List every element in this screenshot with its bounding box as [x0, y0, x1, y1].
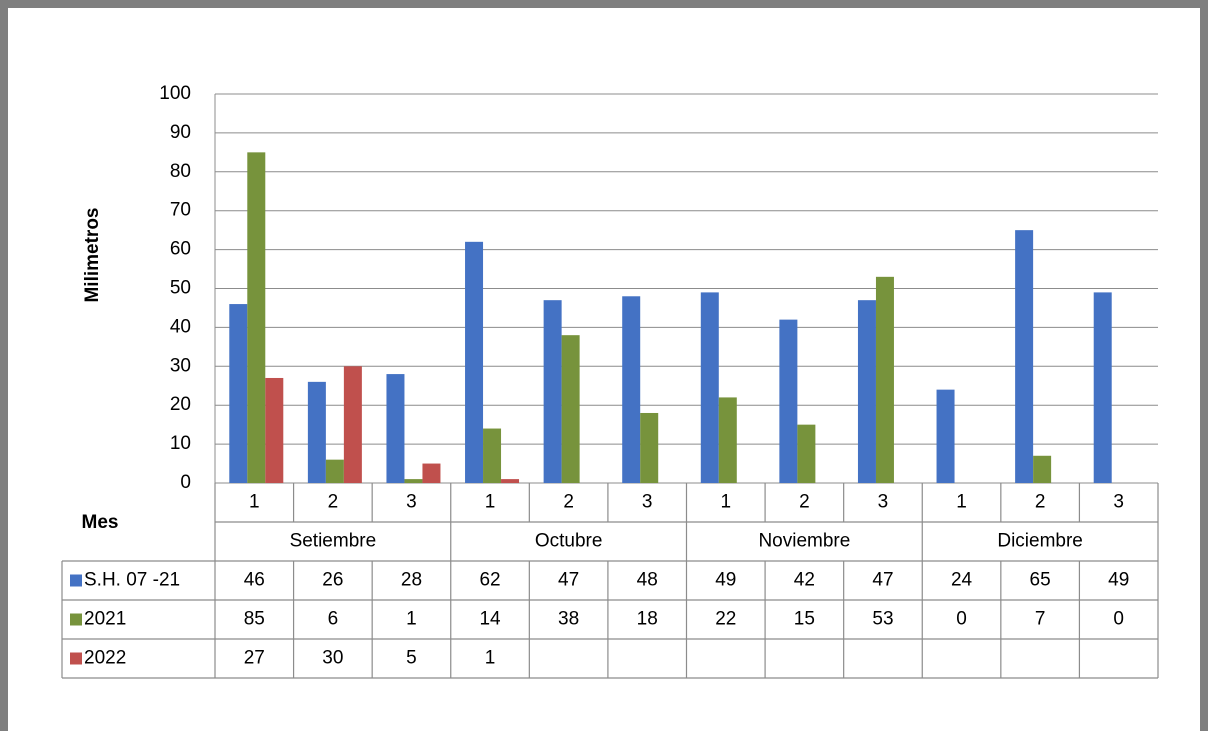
y-tick-label: 0: [180, 472, 191, 493]
table-value: 47: [872, 570, 893, 591]
bar: [700, 292, 719, 483]
bar: [343, 366, 362, 483]
table-value: 46: [244, 570, 265, 591]
group-label: Setiembre: [290, 531, 377, 552]
table-value: 0: [956, 609, 967, 630]
y-tick-label: 40: [170, 316, 191, 337]
legend-label: 2022: [84, 648, 126, 669]
table-value: 28: [401, 570, 422, 591]
x-tick-label: 2: [1035, 492, 1046, 513]
x-tick-label: 2: [563, 492, 574, 513]
x-tick-label: 3: [406, 492, 417, 513]
y-tick-label: 90: [170, 122, 191, 143]
bar: [857, 300, 876, 483]
bar: [325, 459, 344, 483]
table-value: 5: [406, 648, 417, 669]
x-tick-label: 2: [328, 492, 339, 513]
table-value: 1: [406, 609, 417, 630]
bar: [1093, 292, 1112, 483]
bar: [386, 374, 405, 483]
table-value: 15: [794, 609, 815, 630]
bar: [501, 479, 520, 483]
bar: [1015, 230, 1034, 483]
y-tick-label: 60: [170, 239, 191, 260]
y-tick-label: 80: [170, 161, 191, 182]
legend-key: [70, 574, 82, 587]
x-tick-label: 1: [721, 492, 732, 513]
bar: [779, 319, 798, 483]
bar: [483, 428, 502, 483]
x-tick-label: 3: [878, 492, 889, 513]
bar: [622, 296, 641, 483]
table-value: 1: [485, 648, 496, 669]
y-tick-label: 70: [170, 200, 191, 221]
group-label: Octubre: [535, 531, 603, 552]
legend-key: [70, 613, 82, 626]
table-value: 30: [322, 648, 343, 669]
table-value: 0: [1113, 609, 1124, 630]
table-value: 48: [637, 570, 658, 591]
table-value: 14: [479, 609, 501, 630]
table-value: 53: [872, 609, 893, 630]
bar: [404, 479, 423, 483]
legend-label: 2021: [84, 609, 126, 630]
legend-key: [70, 652, 82, 665]
group-label: Diciembre: [997, 531, 1083, 552]
table-value: 49: [1108, 570, 1129, 591]
bar: [718, 397, 737, 483]
bar: [797, 424, 816, 483]
table-value: 6: [328, 609, 339, 630]
table-value: 47: [558, 570, 579, 591]
bar: [247, 152, 266, 483]
legend-label: S.H. 07 -21: [84, 570, 180, 591]
y-tick-label: 30: [170, 355, 191, 376]
x-tick-label: 1: [249, 492, 260, 513]
table-value: 26: [322, 570, 343, 591]
bar: [543, 300, 562, 483]
table-value: 62: [479, 570, 500, 591]
x-tick-label: 1: [485, 492, 496, 513]
table-value: 49: [715, 570, 736, 591]
y-tick-label: 50: [170, 278, 191, 299]
table-value: 27: [244, 648, 265, 669]
table-value: 85: [244, 609, 265, 630]
bar: [561, 335, 580, 483]
x-tick-label: 1: [956, 492, 967, 513]
table-value: 22: [715, 609, 736, 630]
table-value: 18: [637, 609, 658, 630]
x-axis-title: Mes: [82, 512, 119, 533]
bar: [640, 412, 659, 483]
table-value: 24: [951, 570, 973, 591]
table-value: 38: [558, 609, 579, 630]
y-tick-label: 20: [170, 394, 191, 415]
bar: [936, 389, 955, 483]
bar: [1033, 455, 1052, 483]
y-tick-label: 100: [159, 83, 191, 104]
bar: [229, 304, 248, 483]
bar: [422, 463, 441, 483]
group-label: Noviembre: [758, 531, 850, 552]
x-tick-label: 3: [1113, 492, 1124, 513]
y-axis-title: Milimetros: [82, 207, 103, 302]
bar: [465, 241, 484, 483]
y-tick-label: 10: [170, 433, 191, 454]
table-value: 65: [1030, 570, 1051, 591]
x-tick-label: 3: [642, 492, 653, 513]
table-value: 7: [1035, 609, 1046, 630]
bar: [307, 381, 326, 483]
x-tick-label: 2: [799, 492, 810, 513]
table-value: 42: [794, 570, 815, 591]
bar: [265, 377, 284, 483]
bar: [875, 276, 894, 483]
